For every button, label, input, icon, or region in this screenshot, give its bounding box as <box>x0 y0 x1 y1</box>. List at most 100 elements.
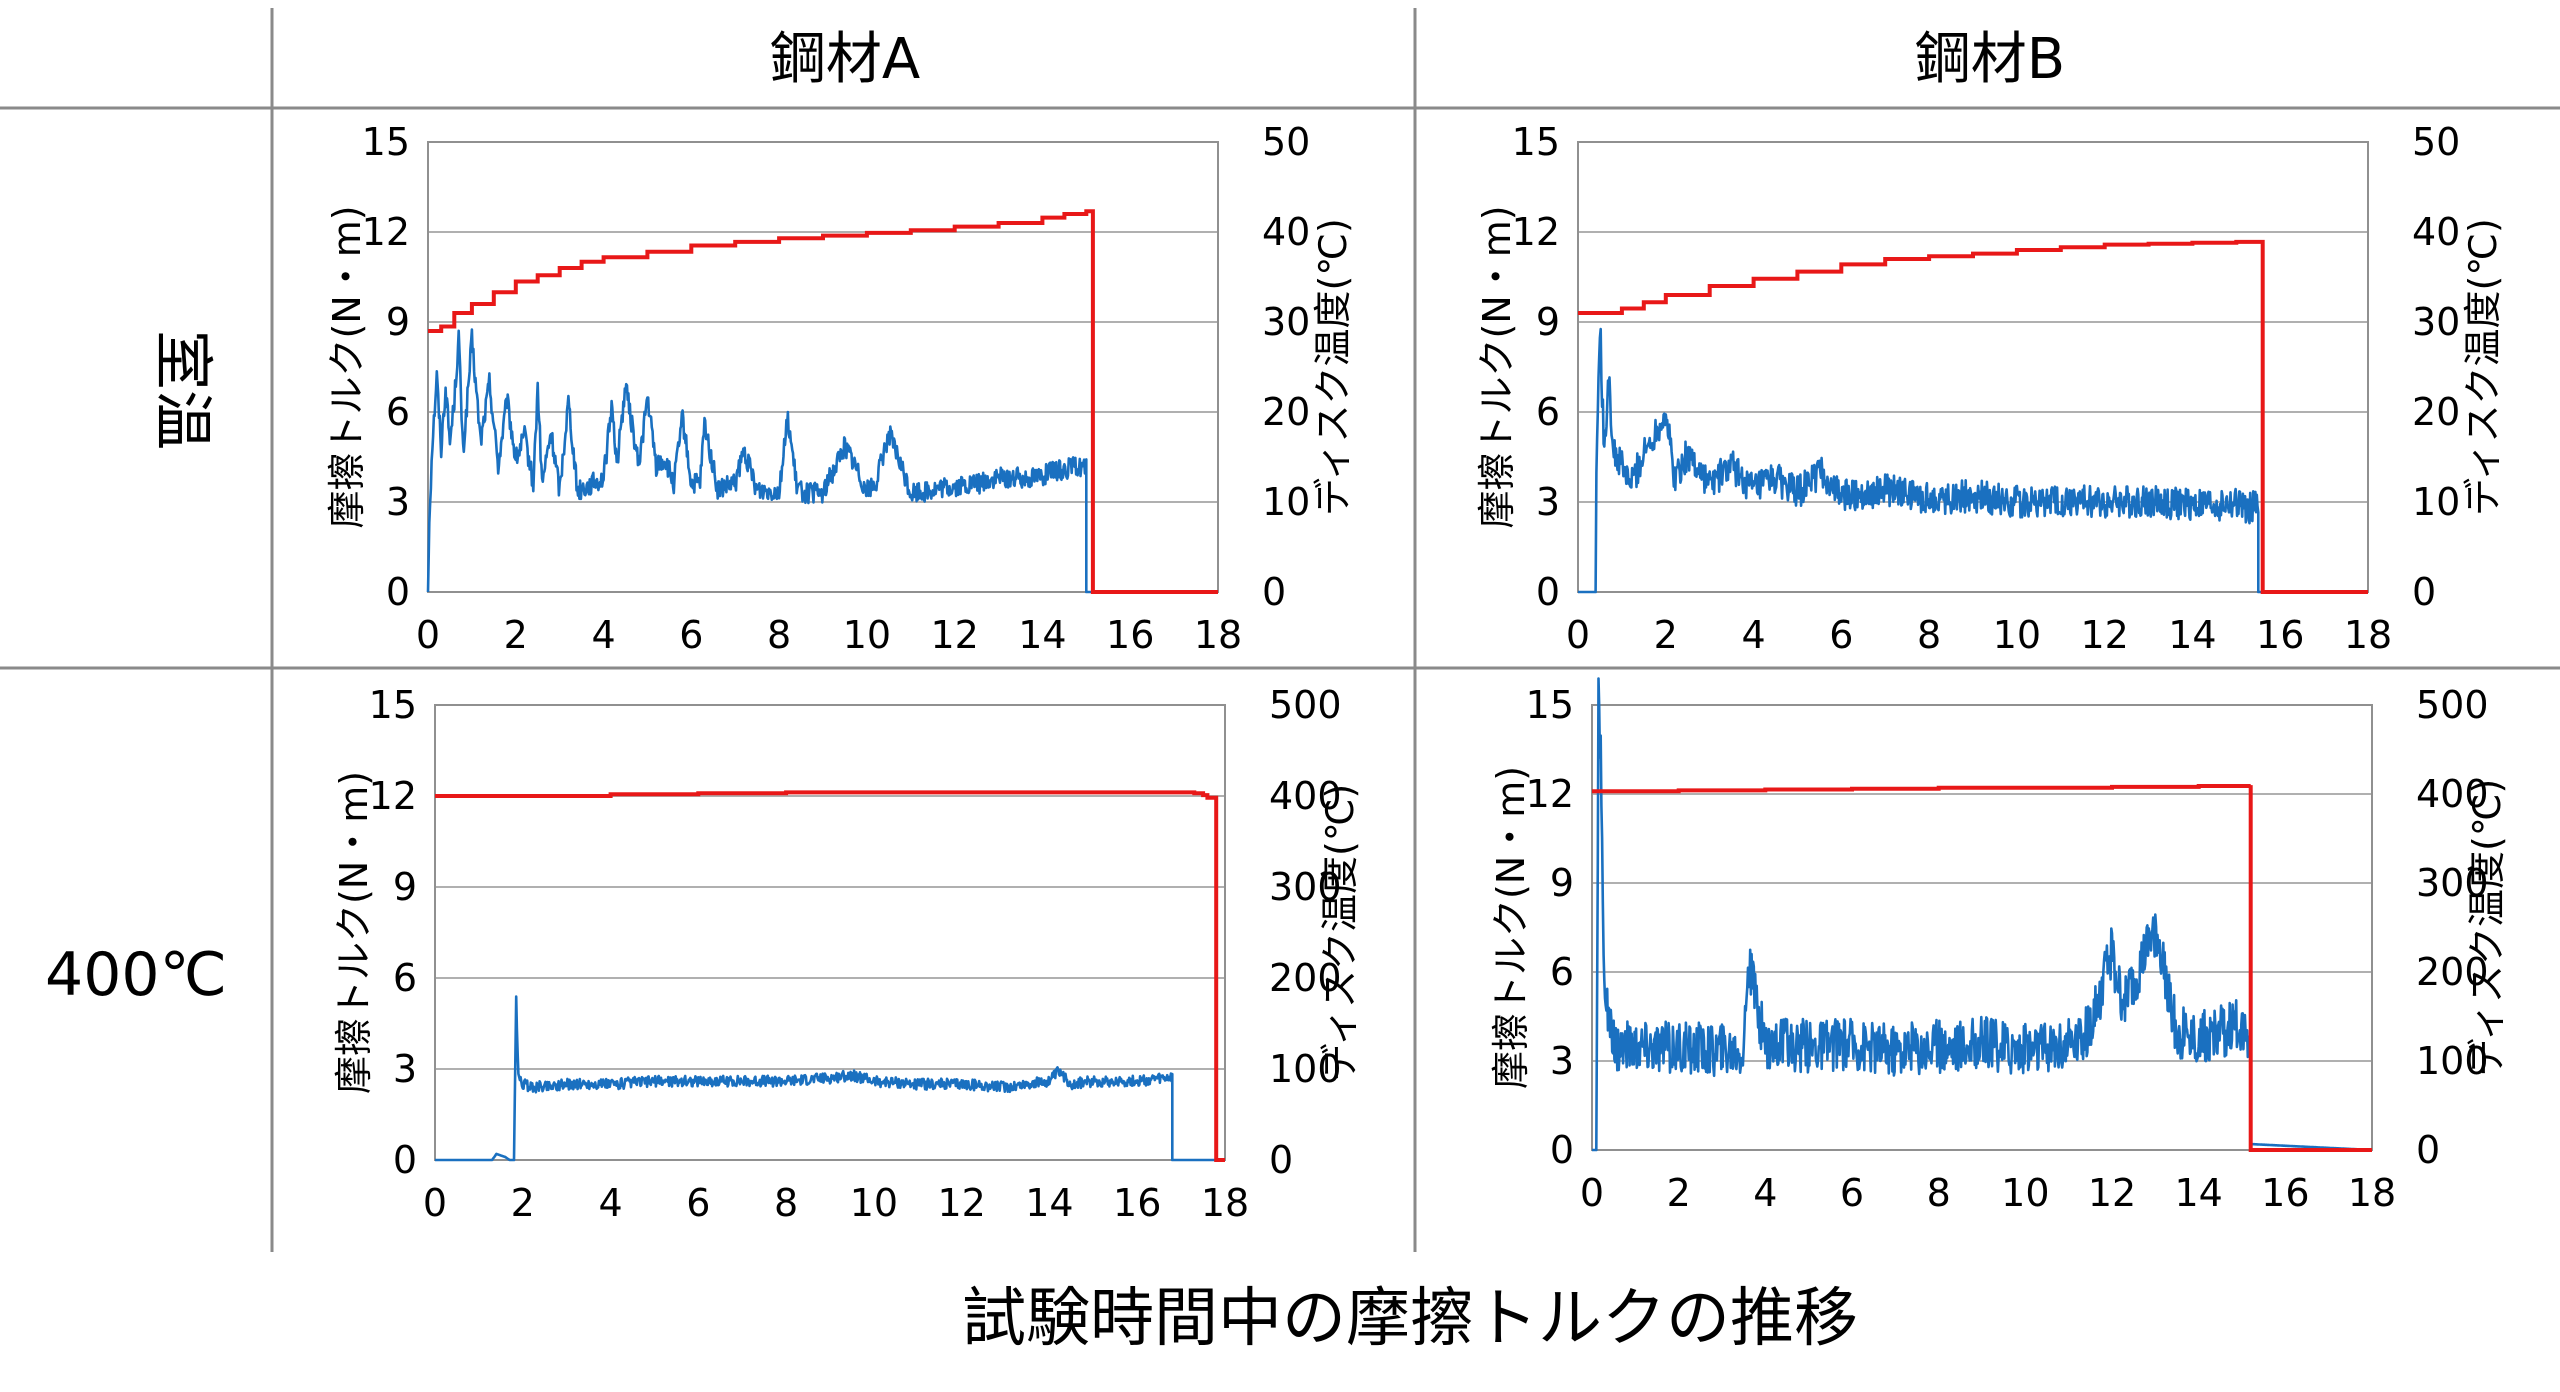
x-tick-label: 4 <box>1741 613 1765 657</box>
x-tick-label: 2 <box>1667 1171 1691 1215</box>
x-tick-label: 0 <box>423 1181 447 1225</box>
x-tick-label: 8 <box>1927 1171 1951 1215</box>
y-axis-label: 摩擦トルク(N・m) <box>1489 766 1533 1089</box>
y2-tick-label: 40 <box>2412 210 2460 254</box>
row-header-room-temperature-text: 室温 <box>147 330 217 450</box>
x-tick-label: 6 <box>679 613 703 657</box>
x-tick-label: 0 <box>416 613 440 657</box>
y-tick-label: 12 <box>362 210 410 254</box>
y-tick-label: 0 <box>393 1138 417 1182</box>
y2-axis-label: ディスク温度(℃) <box>1311 218 1355 516</box>
y-tick-label: 15 <box>362 120 410 164</box>
y2-axis-label: ディスク温度(℃) <box>2465 779 2509 1077</box>
x-tick-label: 18 <box>1194 613 1242 657</box>
x-tick-label: 6 <box>1829 613 1853 657</box>
y2-tick-label: 10 <box>2412 480 2460 524</box>
y2-axis-label: ディスク温度(℃) <box>2461 218 2505 516</box>
y-tick-label: 3 <box>393 1047 417 1091</box>
column-header-steel-a: 鋼材A <box>770 27 920 92</box>
chart-b-room: 0 3 6 9 12 15 0 10 20 30 40 50 0 2 4 6 8 10 12 14 16 18 摩擦トルク(… <box>1475 120 2505 657</box>
y2-tick-label: 20 <box>2412 390 2460 434</box>
y-tick-label: 0 <box>386 570 410 614</box>
y-tick-label: 12 <box>1512 210 1560 254</box>
y2-tick-label: 200 <box>1269 956 1342 1000</box>
x-tick-label: 6 <box>1840 1171 1864 1215</box>
y-tick-label: 12 <box>369 774 417 818</box>
x-tick-label: 0 <box>1566 613 1590 657</box>
plot-frame <box>1577 141 2369 593</box>
x-tick-label: 18 <box>2344 613 2392 657</box>
y2-tick-label: 200 <box>2416 950 2489 994</box>
y-tick-label: 15 <box>1526 683 1574 727</box>
figure-caption: 試験時間中の摩擦トルクの推移 <box>962 1282 1858 1356</box>
y-axis-label: 摩擦トルク(N・m) <box>332 771 376 1094</box>
x-tick-label: 14 <box>1018 613 1066 657</box>
x-tick-label: 14 <box>2174 1171 2222 1215</box>
y2-tick-label: 30 <box>1262 300 1310 344</box>
x-tick-label: 16 <box>1106 613 1154 657</box>
y2-tick-label: 500 <box>1269 683 1342 727</box>
y2-tick-label: 0 <box>1262 570 1286 614</box>
y-tick-label: 6 <box>1536 390 1560 434</box>
y2-tick-label: 20 <box>1262 390 1310 434</box>
y-tick-label: 9 <box>1536 300 1560 344</box>
x-tick-label: 8 <box>1917 613 1941 657</box>
y-tick-label: 15 <box>369 683 417 727</box>
y-tick-label: 3 <box>1550 1039 1574 1083</box>
x-tick-label: 6 <box>686 1181 710 1225</box>
temperature-series-line <box>428 209 1218 594</box>
table-grid <box>0 8 2560 1252</box>
y2-tick-label: 0 <box>2412 570 2436 614</box>
x-tick-label: 16 <box>2261 1171 2309 1215</box>
y-axis-label: 摩擦トルク(N・m) <box>1475 205 1519 528</box>
x-tick-label: 4 <box>1753 1171 1777 1215</box>
x-tick-label: 12 <box>937 1181 985 1225</box>
y-tick-label: 6 <box>1550 950 1574 994</box>
y-tick-label: 6 <box>386 390 410 434</box>
y2-tick-label: 500 <box>2416 683 2489 727</box>
y-axis-label: 摩擦トルク(N・m) <box>325 205 369 528</box>
torque-series-line <box>1577 327 2369 594</box>
x-tick-label: 16 <box>2256 613 2304 657</box>
torque-series-line <box>434 995 1226 1162</box>
x-tick-label: 10 <box>850 1181 898 1225</box>
x-tick-label: 10 <box>843 613 891 657</box>
x-tick-label: 10 <box>2001 1171 2049 1215</box>
y2-tick-label: 400 <box>2416 772 2489 816</box>
x-tick-label: 2 <box>504 613 528 657</box>
y2-tick-label: 300 <box>1269 865 1342 909</box>
temperature-series-line <box>1592 784 2372 1152</box>
x-tick-label: 12 <box>2080 613 2128 657</box>
y-tick-label: 0 <box>1550 1128 1574 1172</box>
y-tick-label: 6 <box>393 956 417 1000</box>
y-tick-label: 9 <box>393 865 417 909</box>
x-tick-label: 8 <box>774 1181 798 1225</box>
chart-b-hot: 0 3 6 9 12 15 0 100 200 300 400 500 0 2 4 6 8 10 12 14 16 18 摩… <box>1489 677 2509 1215</box>
y-tick-label: 12 <box>1526 772 1574 816</box>
x-tick-label: 2 <box>511 1181 535 1225</box>
y2-tick-label: 400 <box>1269 774 1342 818</box>
y-tick-label: 3 <box>1536 480 1560 524</box>
x-tick-label: 4 <box>591 613 615 657</box>
y-tick-label: 0 <box>1536 570 1560 614</box>
y-tick-label: 9 <box>386 300 410 344</box>
chart-a-room: 0 3 6 9 12 15 0 10 20 30 40 50 0 2 4 6 8 10 12 14 16 18 摩擦トルク(… <box>325 120 1355 657</box>
y-tick-label: 15 <box>1512 120 1560 164</box>
torque-series-line <box>1591 677 2373 1152</box>
y2-tick-label: 10 <box>1262 480 1310 524</box>
plot-frame <box>434 704 1226 1161</box>
y2-tick-label: 0 <box>1269 1138 1293 1182</box>
plot-frame <box>427 141 1219 593</box>
y-tick-label: 3 <box>386 480 410 524</box>
row-header-400c: 400℃ <box>45 940 227 1010</box>
x-tick-label: 12 <box>2088 1171 2136 1215</box>
x-tick-label: 12 <box>930 613 978 657</box>
x-tick-label: 8 <box>767 613 791 657</box>
x-tick-label: 4 <box>598 1181 622 1225</box>
temperature-series-line <box>1578 239 2368 594</box>
x-tick-label: 18 <box>1201 1181 1249 1225</box>
x-tick-label: 0 <box>1580 1171 1604 1215</box>
x-tick-label: 2 <box>1654 613 1678 657</box>
